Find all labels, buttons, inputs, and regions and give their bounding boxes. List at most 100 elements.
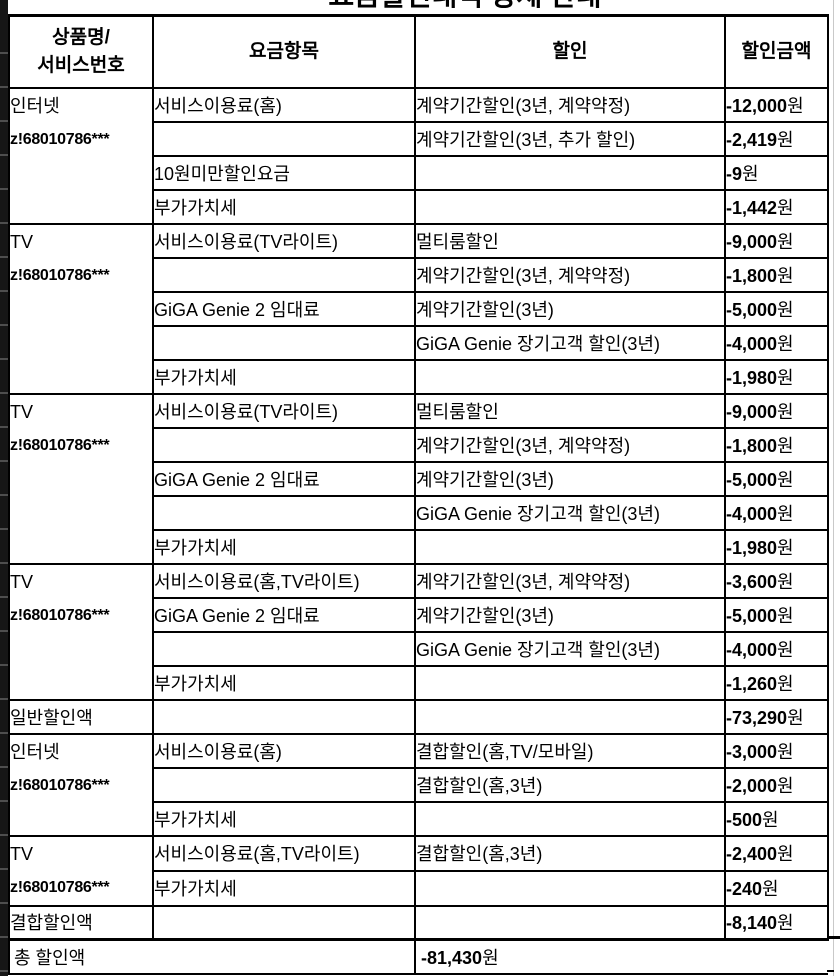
spreadsheet-row-header-strip [0,0,8,976]
fee-item-cell: GiGA Genie 2 임대료 [152,596,416,633]
amount-cell: -73,290원 [724,698,829,735]
fee-item-cell: 부가가치세 [152,869,416,907]
amount-value: -3,600 [726,571,778,592]
amount-cell: -3,000원 [724,732,829,769]
product-name: 인터넷 [10,95,60,116]
header-product-line1: 상품명/ [52,26,110,48]
fee-item-cell: 부가가치세 [152,188,416,225]
currency-suffix: 원 [742,163,759,184]
discount-cell [414,869,726,907]
table-row: 부가가치세 -1,260원 [9,664,829,701]
amount-cell: -2,419원 [724,120,829,157]
currency-suffix: 원 [777,639,794,660]
summary-row-general: 일반할인액 -73,290원 [8,698,829,735]
amount-cell: -1,260원 [724,664,829,701]
table-row: GiGA Genie 2 임대료 계약기간할인(3년) -5,000원 [9,596,829,633]
discount-cell: 계약기간할인(3년, 추가 할인) [414,120,726,157]
amount-value: -2,400 [726,844,778,864]
summary-label: 결합할인액 [8,904,154,941]
product-cell: 인터넷 z!68010786*** [8,732,154,837]
service-number: z!68010786*** [10,776,110,794]
amount-value: -2,000 [726,775,778,796]
fee-item-cell [152,630,416,667]
discount-cell: 멀티룸할인 [414,222,726,259]
fee-item-cell: 부가가치세 [152,664,416,701]
table-row: 계약기간할인(3년, 계약약정) -1,800원 [9,426,829,463]
amount-cell: -1,442원 [724,188,829,225]
discount-cell [414,358,726,395]
amount-cell: -5,000원 [724,460,829,497]
fee-item-cell [152,324,416,361]
currency-suffix: 원 [762,879,779,899]
amount-value: -1,980 [726,537,778,558]
discount-cell: 결합할인(홈,3년) [414,834,726,872]
amount-cell: -1,980원 [724,528,829,565]
discount-cell [414,188,726,225]
service-number: z!68010786*** [10,606,110,624]
amount-cell: -9,000원 [724,222,829,259]
fee-item-cell [152,766,416,803]
amount-cell: -500원 [724,800,829,837]
currency-suffix: 원 [777,197,794,218]
header-fee: 요금항목 [152,14,416,89]
discount-cell: 계약기간할인(3년, 계약약정) [414,426,726,463]
table-row: 부가가치세 -1,980원 [9,528,829,565]
amount-value: -500 [726,809,763,830]
currency-suffix: 원 [777,299,794,320]
table-header-row: 상품명/ 서비스번호 요금항목 할인 할인금액 [8,14,829,89]
fee-item-cell: 서비스이용료(홈) [152,86,416,123]
amount-cell: -1,800원 [724,426,829,463]
fee-item-cell: 서비스이용료(홈,TV라이트) [152,834,416,872]
discount-cell [414,154,726,191]
header-product: 상품명/ 서비스번호 [8,14,154,89]
table-row: 인터넷 z!68010786*** 서비스이용료(홈) 결합할인(홈,TV/모바… [8,732,829,837]
discount-cell: 계약기간할인(3년, 계약약정) [414,256,726,293]
currency-suffix: 원 [777,265,794,286]
currency-suffix: 원 [777,775,794,796]
empty-cell [152,904,416,941]
fee-item-cell [152,120,416,157]
currency-suffix: 원 [777,401,794,422]
amount-value: -81,430 [421,947,483,968]
amount-cell: -4,000원 [724,494,829,531]
page-title: 요금할인내역 상세 안내 [90,0,840,10]
fee-item-cell [152,256,416,293]
table-row: TV z!68010786*** 서비스이용료(TV라이트) 멀티룸할인 -9,… [8,222,829,395]
product-name: TV [10,843,34,864]
amount-cell: -1,800원 [724,256,829,293]
service-number: z!68010786*** [10,436,110,454]
amount-value: -8,140 [726,913,778,934]
table-row: 계약기간할인(3년, 추가 할인) -2,419원 [9,120,829,157]
amount-value: -3,000 [726,741,778,762]
amount-cell: -2,400원 [724,834,829,872]
amount-cell: -9원 [724,154,829,191]
amount-cell: -4,000원 [724,324,829,361]
table-row: GiGA Genie 2 임대료 계약기간할인(3년) -5,000원 [9,460,829,497]
currency-suffix: 원 [777,129,794,150]
grid-line [833,0,834,976]
total-label: 총 할인액 [8,938,416,975]
header-discount: 할인 [414,14,726,89]
discount-cell: 결합할인(홈,3년) [414,766,726,803]
currency-suffix: 원 [777,435,794,456]
table-row: 부가가치세 -240원 [9,869,829,907]
fee-item-cell: 서비스이용료(홈,TV라이트) [152,562,416,599]
currency-suffix: 원 [777,537,794,558]
border-extension [827,936,840,939]
table-row: GiGA Genie 장기고객 할인(3년) -4,000원 [9,494,829,531]
amount-value: -240 [726,879,763,899]
currency-suffix: 원 [762,809,779,830]
amount-cell: -2,000원 [724,766,829,803]
discount-cell: GiGA Genie 장기고객 할인(3년) [414,494,726,531]
amount-value: -1,800 [726,265,778,286]
service-number: z!68010786*** [10,266,110,284]
fee-item-cell: 10원미만할인요금 [152,154,416,191]
table-row: GiGA Genie 장기고객 할인(3년) -4,000원 [9,324,829,361]
fee-item-cell: 서비스이용료(TV라이트) [152,392,416,429]
border-extension [827,970,834,972]
total-row: 총 할인액 -81,430원 [8,938,828,975]
amount-value: -5,000 [726,605,778,626]
amount-value: -5,000 [726,299,778,320]
currency-suffix: 원 [777,333,794,354]
